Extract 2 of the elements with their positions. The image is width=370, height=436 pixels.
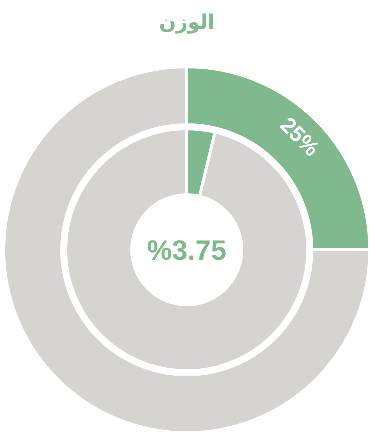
- chart-title: الوزن: [159, 10, 215, 34]
- text: %3.75: [147, 235, 227, 266]
